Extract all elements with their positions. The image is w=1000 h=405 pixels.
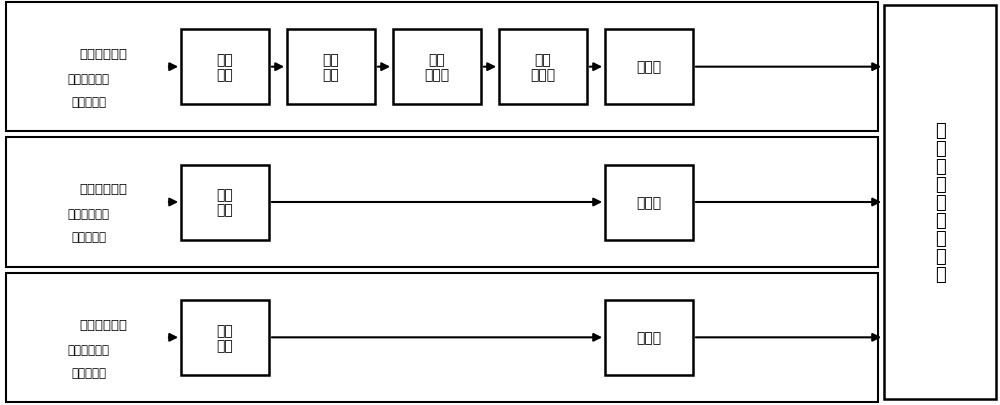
Text: 原始角度信号: 原始角度信号 — [79, 183, 128, 196]
Text: 平均
滤波: 平均 滤波 — [217, 188, 233, 217]
Bar — [605, 300, 693, 375]
Text: 全波
整流: 全波 整流 — [323, 53, 339, 82]
Bar — [605, 30, 693, 105]
Text: 预处理模块: 预处理模块 — [71, 366, 106, 379]
Text: 原始肌电信号: 原始肌电信号 — [79, 48, 128, 61]
Text: 带通
滤波: 带通 滤波 — [217, 53, 233, 82]
Bar — [287, 30, 375, 105]
Text: 足底压力数据: 足底压力数据 — [68, 343, 110, 356]
Bar — [6, 138, 878, 267]
Text: 预处理模块: 预处理模块 — [71, 231, 106, 244]
Bar — [884, 6, 996, 399]
Bar — [6, 3, 878, 132]
Bar — [499, 30, 587, 105]
Bar — [181, 30, 269, 105]
Text: 低通
滤波器: 低通 滤波器 — [424, 53, 450, 82]
Text: 原始压力信号: 原始压力信号 — [79, 318, 128, 331]
Bar — [6, 273, 878, 402]
Text: 峰值
归一化: 峰值 归一化 — [530, 53, 556, 82]
Text: 重采样: 重采样 — [636, 196, 662, 209]
Text: 重采样: 重采样 — [636, 330, 662, 345]
Text: 预处理模块: 预处理模块 — [71, 96, 106, 109]
Text: 关节角度数据: 关节角度数据 — [68, 208, 110, 221]
Bar — [393, 30, 481, 105]
Bar — [181, 165, 269, 240]
Text: 肌电信号数据: 肌电信号数据 — [68, 73, 110, 86]
Text: 预
处
理
后
的
三
类
数
据: 预 处 理 后 的 三 类 数 据 — [935, 122, 945, 284]
Bar — [181, 300, 269, 375]
Text: 重采样: 重采样 — [636, 60, 662, 75]
Bar — [605, 165, 693, 240]
Text: 平均
滤波: 平均 滤波 — [217, 323, 233, 352]
